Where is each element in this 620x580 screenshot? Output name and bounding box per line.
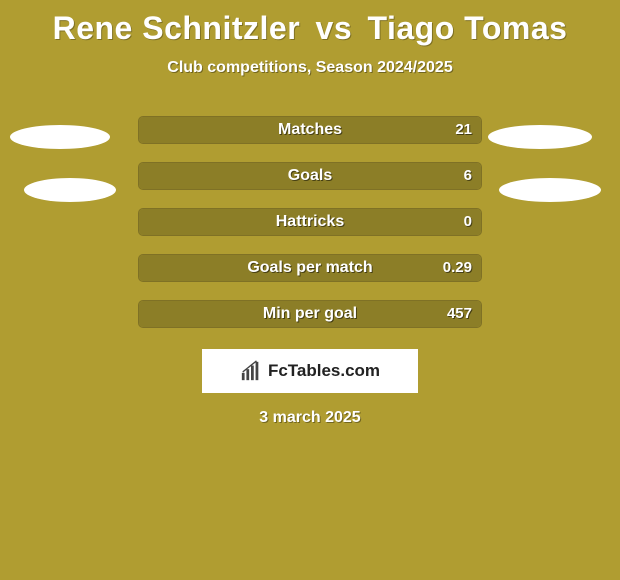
bar-chart-icon	[240, 360, 262, 382]
decorative-ellipse	[24, 178, 116, 202]
decorative-ellipse	[488, 125, 592, 149]
bar-track	[138, 116, 482, 144]
bar-fill	[139, 209, 481, 235]
stat-row: Min per goal457	[0, 291, 620, 337]
stat-row: Goals per match0.29	[0, 245, 620, 291]
bar-fill	[139, 255, 481, 281]
infographic-container: Rene Schnitzler vs Tiago Tomas Club comp…	[0, 0, 620, 580]
player2-name: Tiago Tomas	[368, 10, 568, 46]
footer-date: 3 march 2025	[0, 409, 620, 427]
stat-row: Hattricks0	[0, 199, 620, 245]
logo-box: FcTables.com	[202, 349, 418, 393]
bar-track	[138, 162, 482, 190]
player1-name: Rene Schnitzler	[53, 10, 301, 46]
bar-fill	[139, 301, 481, 327]
decorative-ellipse	[499, 178, 601, 202]
decorative-ellipse	[10, 125, 110, 149]
logo: FcTables.com	[240, 360, 380, 382]
bar-fill	[139, 163, 481, 189]
page-title: Rene Schnitzler vs Tiago Tomas	[0, 10, 620, 47]
subtitle: Club competitions, Season 2024/2025	[0, 59, 620, 77]
bar-fill	[139, 117, 481, 143]
bar-track	[138, 208, 482, 236]
vs-text: vs	[316, 10, 353, 46]
logo-text: FcTables.com	[268, 361, 380, 381]
bar-track	[138, 300, 482, 328]
bar-track	[138, 254, 482, 282]
